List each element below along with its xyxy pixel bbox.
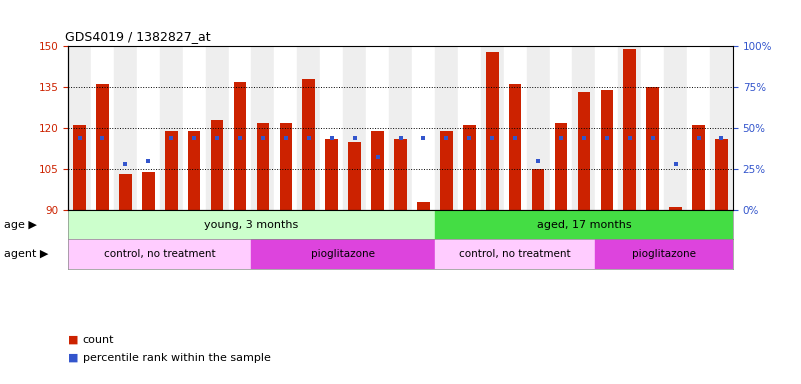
- Bar: [692, 125, 705, 210]
- Bar: [715, 139, 728, 210]
- Bar: [486, 51, 498, 210]
- Text: ■: ■: [68, 353, 78, 363]
- Bar: [137, 46, 159, 210]
- Bar: [372, 131, 384, 210]
- Bar: [573, 46, 595, 210]
- Bar: [275, 46, 297, 210]
- Text: count: count: [83, 335, 114, 345]
- Bar: [325, 139, 338, 210]
- Bar: [183, 46, 206, 210]
- Bar: [114, 46, 137, 210]
- Bar: [504, 46, 526, 210]
- Bar: [206, 46, 228, 210]
- Text: age ▶: age ▶: [4, 220, 37, 230]
- Bar: [68, 239, 252, 269]
- Bar: [343, 46, 366, 210]
- Bar: [394, 139, 407, 210]
- Bar: [618, 46, 642, 210]
- Bar: [595, 46, 618, 210]
- Bar: [68, 46, 91, 210]
- Bar: [435, 210, 733, 239]
- Bar: [481, 46, 504, 210]
- Bar: [435, 46, 458, 210]
- Bar: [664, 46, 687, 210]
- Bar: [526, 46, 549, 210]
- Bar: [165, 131, 178, 210]
- Bar: [252, 46, 275, 210]
- Bar: [458, 46, 481, 210]
- Bar: [303, 79, 315, 210]
- Text: aged, 17 months: aged, 17 months: [537, 220, 631, 230]
- Bar: [710, 46, 733, 210]
- Bar: [578, 93, 590, 210]
- Bar: [280, 122, 292, 210]
- Bar: [440, 131, 453, 210]
- Bar: [320, 46, 343, 210]
- Bar: [68, 210, 435, 239]
- Bar: [256, 122, 269, 210]
- Bar: [554, 122, 567, 210]
- Bar: [509, 84, 521, 210]
- Text: control, no treatment: control, no treatment: [459, 249, 571, 259]
- Bar: [623, 49, 636, 210]
- Text: agent ▶: agent ▶: [4, 249, 48, 259]
- Text: GDS4019 / 1382827_at: GDS4019 / 1382827_at: [65, 30, 211, 43]
- Text: pioglitazone: pioglitazone: [311, 249, 375, 259]
- Bar: [211, 120, 223, 210]
- Text: percentile rank within the sample: percentile rank within the sample: [83, 353, 271, 363]
- Bar: [670, 207, 682, 210]
- Bar: [601, 90, 613, 210]
- Text: control, no treatment: control, no treatment: [104, 249, 215, 259]
- Bar: [595, 239, 733, 269]
- Bar: [549, 46, 573, 210]
- Bar: [463, 125, 476, 210]
- Bar: [687, 46, 710, 210]
- Bar: [228, 46, 252, 210]
- Text: ■: ■: [68, 335, 78, 345]
- Text: young, 3 months: young, 3 months: [204, 220, 299, 230]
- Bar: [91, 46, 114, 210]
- Bar: [366, 46, 389, 210]
- Bar: [142, 172, 155, 210]
- Bar: [159, 46, 183, 210]
- Bar: [96, 84, 109, 210]
- Bar: [252, 239, 435, 269]
- Bar: [297, 46, 320, 210]
- Bar: [435, 239, 595, 269]
- Bar: [642, 46, 664, 210]
- Bar: [348, 142, 361, 210]
- Bar: [417, 202, 429, 210]
- Bar: [234, 81, 247, 210]
- Bar: [389, 46, 412, 210]
- Bar: [73, 125, 86, 210]
- Bar: [119, 174, 131, 210]
- Bar: [412, 46, 435, 210]
- Bar: [646, 87, 659, 210]
- Bar: [188, 131, 200, 210]
- Text: pioglitazone: pioglitazone: [632, 249, 696, 259]
- Bar: [532, 169, 545, 210]
